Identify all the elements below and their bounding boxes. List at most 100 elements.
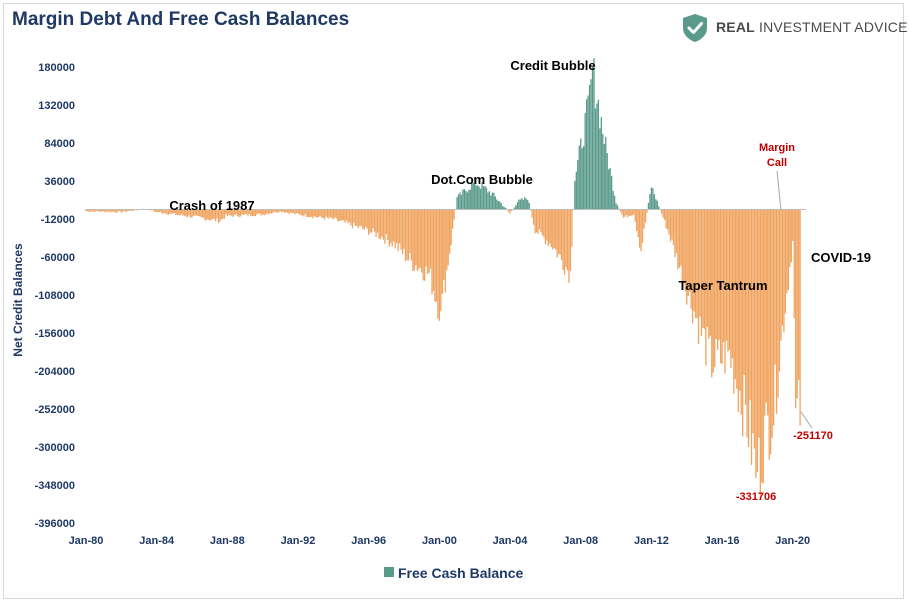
bar: [343, 209, 345, 221]
bar: [129, 209, 131, 211]
bar: [370, 209, 373, 233]
bar: [245, 209, 248, 214]
bar: [158, 209, 161, 212]
bar: [532, 209, 535, 225]
bar: [718, 209, 720, 340]
bar: [94, 209, 96, 213]
bar: [279, 209, 282, 211]
bar: [356, 209, 358, 226]
bar: [192, 209, 195, 216]
bar: [434, 209, 436, 302]
bar: [553, 209, 555, 248]
bar: [509, 209, 511, 214]
bar: [357, 209, 360, 229]
y-tick-label: 36000: [44, 176, 75, 188]
bar: [344, 209, 346, 223]
bar: [624, 209, 626, 217]
bar: [767, 209, 769, 416]
bar: [605, 136, 607, 210]
bar: [185, 209, 187, 217]
bar: [742, 209, 744, 437]
bar: [181, 209, 183, 215]
bar: [792, 209, 794, 241]
bar: [328, 209, 330, 219]
bar: [778, 209, 781, 372]
bar: [247, 209, 249, 216]
bar: [368, 209, 370, 235]
bar: [627, 209, 629, 218]
x-tick-label: Jan-04: [493, 535, 529, 547]
bar: [669, 209, 672, 242]
bar: [593, 58, 595, 210]
bar: [783, 209, 785, 333]
bar: [132, 209, 134, 211]
bar: [169, 209, 171, 214]
bar: [126, 209, 128, 212]
bar: [179, 209, 181, 216]
y-tick-label: -204000: [35, 366, 75, 378]
bar: [415, 209, 417, 266]
bar: [404, 209, 407, 262]
bar: [119, 209, 121, 211]
bar: [295, 209, 298, 213]
bar: [459, 192, 461, 210]
bar: [97, 209, 99, 212]
bar: [761, 209, 763, 483]
bar: [555, 209, 557, 250]
bar: [365, 209, 367, 227]
legend: Free Cash Balance: [384, 565, 523, 581]
bar: [610, 175, 613, 210]
bar: [388, 209, 390, 247]
bar: [583, 146, 585, 210]
bar: [264, 209, 267, 215]
bar: [796, 209, 798, 399]
bar: [772, 209, 775, 426]
bar: [278, 209, 280, 213]
bar: [406, 209, 408, 261]
bar: [460, 194, 463, 210]
bar: [253, 209, 255, 217]
annotation-label: -331706: [736, 491, 776, 503]
bar: [797, 209, 800, 381]
chart-title: Margin Debt And Free Cash Balances: [12, 9, 350, 30]
bar: [608, 169, 610, 210]
bar: [518, 199, 520, 210]
bar: [731, 209, 734, 359]
bar: [435, 209, 438, 302]
bar: [269, 209, 271, 214]
bar: [705, 209, 707, 366]
bar: [323, 209, 326, 220]
bar: [203, 209, 205, 219]
bar: [700, 209, 703, 336]
bar: [400, 209, 402, 250]
bar: [381, 209, 383, 237]
bar: [535, 209, 538, 233]
bar: [581, 148, 583, 210]
bar: [686, 209, 688, 305]
bar: [765, 209, 767, 403]
bar: [172, 209, 174, 214]
bar: [597, 99, 600, 210]
bar: [98, 209, 100, 212]
bar: [479, 188, 482, 210]
x-axis-ticks: Jan-80 Jan-84 Jan-88 Jan-92 Jan-96 Jan-00 Jan-…: [69, 535, 811, 547]
bar: [655, 199, 657, 210]
bar: [497, 200, 499, 210]
bar: [636, 209, 638, 232]
bar: [100, 209, 102, 212]
bar: [719, 209, 722, 364]
bar: [628, 209, 630, 216]
y-tick-label: 84000: [44, 138, 75, 150]
bar: [204, 209, 206, 221]
bar: [317, 209, 320, 218]
bar: [694, 209, 697, 318]
bar: [771, 209, 773, 438]
bar: [376, 209, 379, 233]
bar: [313, 209, 315, 217]
bar: [462, 189, 464, 210]
bar: [197, 209, 199, 216]
bar: [633, 209, 635, 215]
bar: [130, 209, 133, 211]
bar: [319, 209, 321, 216]
bar: [272, 209, 274, 213]
